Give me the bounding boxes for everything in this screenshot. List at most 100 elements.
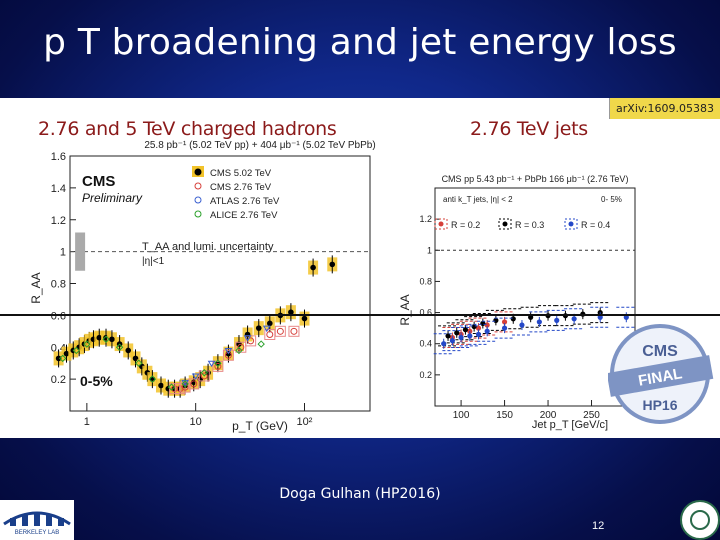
- left-point-cms276: [266, 331, 274, 338]
- left-point-cms502: [267, 320, 273, 327]
- left-sys-box-cms276: [212, 360, 224, 372]
- right-point: [510, 316, 516, 322]
- left-point-alice: [235, 346, 243, 355]
- left-point-alice: [115, 343, 124, 351]
- left-point-alice: [148, 375, 157, 383]
- right-point: [449, 338, 455, 344]
- right-point: [519, 322, 525, 328]
- right-chart-xlabel: Jet p_T [GeV/c]: [532, 419, 608, 431]
- left-point-alice: [135, 359, 143, 367]
- left-ytick-label: 1.2: [51, 215, 66, 227]
- left-point-cms502: [149, 376, 156, 382]
- right-xtick-label: 150: [496, 410, 513, 421]
- left-heading: 2.76 and 5 TeV charged hadrons: [38, 118, 337, 140]
- left-xtick-label: 1: [84, 416, 90, 428]
- right-point: [467, 333, 473, 339]
- left-ytick-label: 0.8: [51, 279, 66, 291]
- left-sys-box-cms276: [288, 325, 300, 337]
- right-legend-marker: [568, 221, 574, 227]
- right-chart-centrality: 0- 5%: [601, 195, 622, 204]
- left-point-cms502: [255, 325, 262, 331]
- right-ytick-label: 1: [427, 245, 432, 255]
- left-ytick-label: 0.6: [51, 310, 66, 322]
- stamp-bottom-text: HP16: [642, 397, 677, 413]
- right-legend-box: [434, 218, 448, 230]
- left-point-cms276: [290, 327, 298, 335]
- right-legend-marker: [438, 221, 444, 227]
- left-point-alice: [257, 340, 265, 348]
- right-point: [484, 328, 490, 334]
- cms-final-stamp: CMS FINAL HP16: [608, 324, 714, 424]
- berkeley-lab-text: BERKELEY LAB: [14, 530, 60, 536]
- slide-title: p T broadening and jet energy loss: [43, 22, 677, 63]
- left-sys-box-cms276: [179, 381, 191, 393]
- left-point-atlas: [243, 335, 252, 342]
- right-point: [501, 319, 508, 325]
- left-legend-label: CMS 2.76 TeV: [210, 182, 272, 193]
- left-ytick-label: 1.4: [51, 183, 66, 195]
- berkeley-lab-logo: BERKELEY LAB: [0, 500, 74, 540]
- left-point-cms502: [288, 309, 294, 315]
- left-point-atlas: [191, 373, 200, 380]
- right-ytick-label: 1.2: [419, 214, 432, 224]
- right-heading: 2.76 TeV jets: [470, 118, 588, 140]
- left-point-cms276: [214, 362, 222, 370]
- left-point-atlas: [224, 347, 233, 355]
- left-sys-box-cms276: [222, 349, 234, 361]
- left-legend-marker: [194, 182, 202, 190]
- left-point-alice: [83, 340, 91, 348]
- right-chart-title: CMS pp 5.43 pb⁻¹ + PbPb 166 μb⁻¹ (2.76 T…: [442, 174, 629, 184]
- left-point-cms502: [310, 264, 316, 271]
- left-legend-marker: [194, 210, 202, 218]
- right-point: [458, 334, 464, 341]
- right-legend-box: [498, 218, 512, 230]
- left-point-cms502: [301, 315, 308, 322]
- left-legend-label: CMS 5.02 TeV: [210, 168, 272, 179]
- left-chart-uncertainty-label: T_AA and lumi. uncertainty: [142, 241, 274, 253]
- left-ytick-label: 1.6: [51, 151, 66, 163]
- left-point-atlas: [262, 325, 271, 333]
- left-point-cms502: [63, 350, 70, 357]
- right-chart-ylabel: R_AA: [398, 294, 412, 325]
- page-number: 12: [592, 520, 605, 532]
- right-chart-selection: anti k_T jets, |η| < 2: [443, 195, 513, 204]
- left-chart-experiment-sub: Preliminary: [82, 191, 143, 205]
- left-point-alice: [214, 359, 222, 367]
- right-plot-frame: [434, 187, 636, 407]
- right-ytick-label: 0.8: [419, 276, 432, 286]
- left-sys-box-cms276: [274, 325, 286, 337]
- right-point: [536, 319, 542, 325]
- left-chart-experiment: CMS: [82, 173, 115, 190]
- left-point-cms276: [200, 372, 208, 380]
- right-point: [475, 325, 482, 331]
- right-point: [462, 327, 469, 333]
- left-xtick-label: 10: [190, 416, 202, 428]
- left-point-cms502: [125, 347, 132, 354]
- stamp-top-text: CMS: [642, 343, 678, 360]
- left-point-cms502: [55, 355, 62, 362]
- right-point: [554, 317, 560, 323]
- university-seal-logo: [680, 500, 720, 540]
- right-legend-label: R = 0.3: [515, 220, 544, 230]
- right-ytick-label: 0.6: [419, 308, 432, 318]
- left-chart-centrality: 0-5%: [80, 373, 113, 389]
- left-point-alice: [181, 380, 189, 388]
- left-point-alice: [102, 335, 110, 343]
- left-legend-marker: [194, 168, 202, 176]
- figure-panel: 2.76 and 5 TeV charged hadrons 2.76 TeV …: [0, 98, 720, 438]
- left-point-cms502: [96, 334, 103, 341]
- left-chart-ylabel: R_AA: [29, 272, 43, 303]
- left-point-alice: [167, 383, 176, 391]
- left-chart-xlabel: p_T (GeV): [232, 419, 288, 433]
- right-point: [454, 330, 460, 336]
- left-ytick-label: 1: [60, 247, 66, 259]
- left-chart: 25.8 pb⁻¹ (5.02 TeV pp) + 404 μb⁻¹ (5.02…: [29, 140, 376, 433]
- right-point: [445, 333, 451, 339]
- right-point: [501, 325, 508, 331]
- right-legend-marker: [502, 221, 508, 227]
- left-legend-label: ALICE 2.76 TeV: [210, 210, 278, 221]
- left-legend-label: ATLAS 2.76 TeV: [210, 196, 280, 207]
- right-legend-box: [564, 218, 578, 230]
- right-chart: CMS pp 5.43 pb⁻¹ + PbPb 166 μb⁻¹ (2.76 T…: [398, 174, 637, 431]
- right-ytick-label: 0.2: [419, 370, 432, 380]
